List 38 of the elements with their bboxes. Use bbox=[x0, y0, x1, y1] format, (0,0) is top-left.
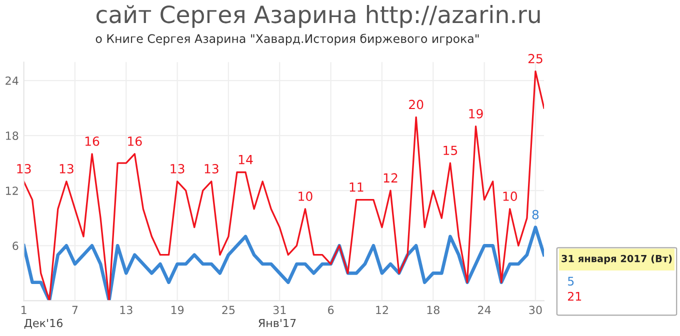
text: 5 bbox=[568, 276, 574, 286]
data-label: 10 bbox=[298, 192, 312, 201]
x-tick-label: 1 bbox=[21, 306, 26, 314]
data-label: 12 bbox=[384, 173, 398, 182]
x-tick-label: 6 bbox=[328, 306, 334, 314]
x-tick-label: 19 bbox=[171, 306, 184, 314]
y-tick-label: 6 bbox=[12, 242, 18, 250]
data-label: 25 bbox=[528, 54, 542, 64]
data-label: 10 bbox=[503, 192, 518, 201]
text: Янв'17 bbox=[258, 318, 296, 328]
x-tick-label: 24 bbox=[478, 306, 491, 314]
data-label: 14 bbox=[238, 154, 253, 164]
data-label: 19 bbox=[469, 108, 483, 118]
data-label: 16 bbox=[85, 136, 100, 146]
data-label: 13 bbox=[204, 164, 218, 174]
x-tick-label: 13 bbox=[120, 306, 132, 314]
x-tick-label: 25 bbox=[222, 306, 235, 314]
text: Дек'16 bbox=[24, 318, 63, 329]
data-label: 13 bbox=[60, 164, 74, 174]
y-tick-label: 24 bbox=[6, 76, 18, 85]
x-tick-label: 7 bbox=[72, 306, 78, 314]
y-tick-label: 18 bbox=[6, 132, 18, 140]
data-label: 20 bbox=[409, 100, 424, 110]
text: 21 bbox=[568, 292, 582, 301]
data-label: 16 bbox=[128, 136, 142, 146]
x-tick-label: 18 bbox=[427, 306, 440, 314]
data-label: 13 bbox=[170, 164, 184, 174]
x-tick-label: 31 bbox=[273, 306, 286, 314]
chart-title: сайт Сергея Азарина http://azarin.ru bbox=[96, 5, 540, 28]
data-label: 13 bbox=[17, 164, 31, 174]
chart-subtitle: о Книге Сергея Азарина "Хавард.История биржевого игрока" bbox=[96, 34, 479, 46]
y-tick-label: 12 bbox=[6, 186, 18, 195]
x-tick-label: 30 bbox=[529, 306, 542, 314]
data-label: 8 bbox=[532, 210, 539, 220]
text: 31 января 2017 (Вт) bbox=[562, 254, 672, 264]
data-label: 15 bbox=[444, 146, 458, 156]
data-label: 11 bbox=[350, 182, 364, 192]
x-tick-label: 12 bbox=[376, 306, 388, 314]
